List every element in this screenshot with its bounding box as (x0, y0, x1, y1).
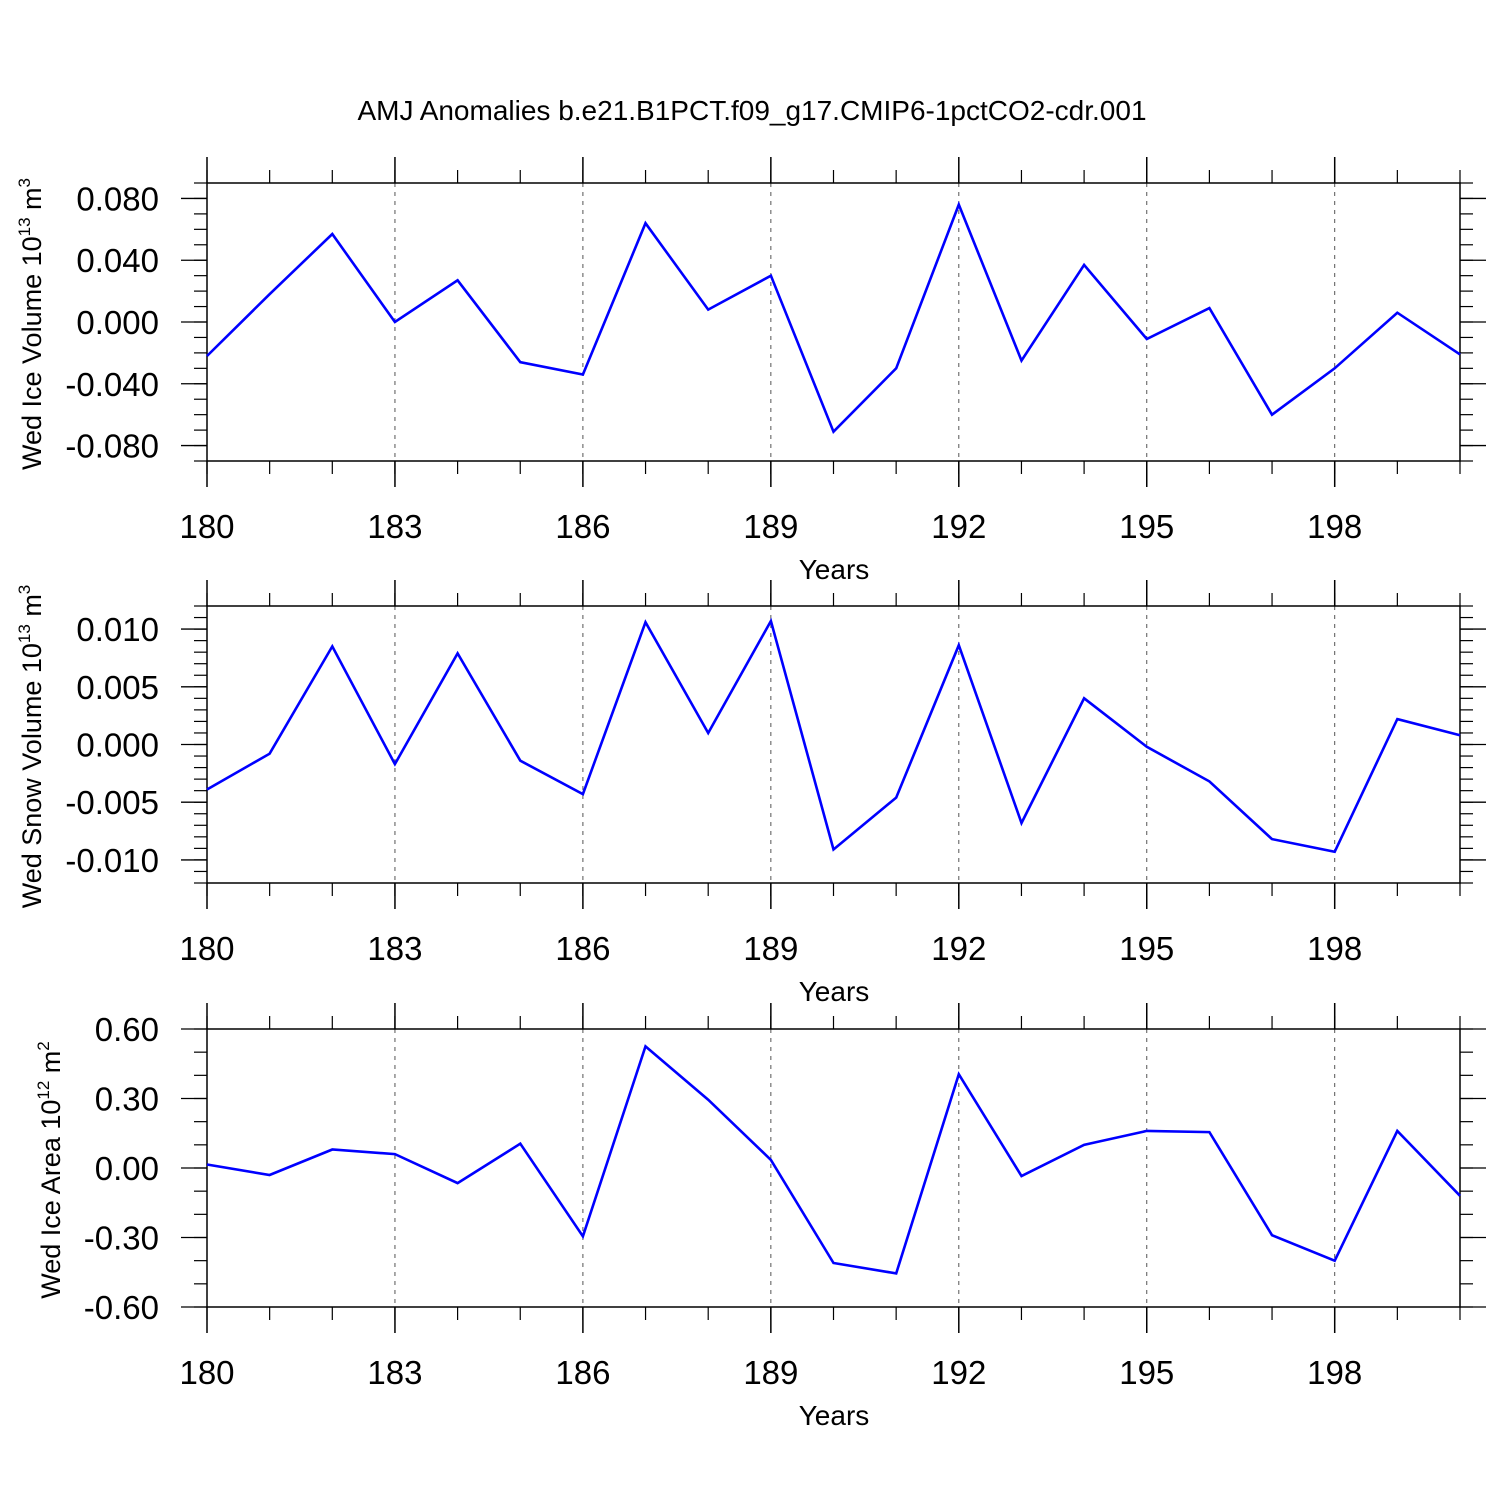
y-axis-label-superscript: 2 (34, 1041, 53, 1050)
y-axis-label-text: m (17, 594, 47, 624)
y-axis-label-superscript: 3 (15, 585, 34, 594)
y-axis-label-text: m (36, 1051, 66, 1081)
x-tick-label: 180 (179, 1354, 234, 1391)
x-tick-label: 192 (931, 1354, 986, 1391)
y-axis-label-text: Wed Ice Volume 10 (17, 236, 47, 470)
y-tick-label: 0.080 (76, 180, 159, 217)
chart-panel-3: 180 183 186 189 192 195 198 0.60 0.30 0.00 -0.30 -0… (34, 1003, 1486, 1431)
y-tick-label: 0.00 (95, 1150, 159, 1187)
y-tick-label: 0.000 (76, 304, 159, 341)
x-axis-label: Years (799, 1400, 870, 1431)
x-tick-label: 186 (555, 508, 610, 545)
y-tick-label: 0.010 (76, 611, 159, 648)
x-axis-label: Years (799, 554, 870, 585)
y-tick-label: 0.040 (76, 242, 159, 279)
x-tick-label: 192 (931, 930, 986, 967)
x-tick-label: 183 (367, 1354, 422, 1391)
x-tick-label: 189 (743, 508, 798, 545)
x-tick-label: 192 (931, 508, 986, 545)
y-axis-label-superscript: 13 (15, 217, 34, 236)
y-axis-label: Wed Ice Area 1012 m2 (34, 1041, 66, 1299)
x-tick-label: 198 (1307, 508, 1362, 545)
series-line (206, 617, 1461, 854)
y-tick-label: -0.005 (65, 784, 159, 821)
series-line (206, 1044, 1461, 1275)
chart-title: AMJ Anomalies b.e21.B1PCT.f09_g17.CMIP6-… (357, 95, 1146, 126)
x-tick-label: 189 (743, 1354, 798, 1391)
x-tick-label: 186 (555, 1354, 610, 1391)
x-tick-label: 189 (743, 930, 798, 967)
x-tick-label: 195 (1119, 508, 1174, 545)
y-tick-label: 0.000 (76, 727, 159, 764)
x-tick-label: 180 (179, 930, 234, 967)
x-tick-label: 186 (555, 930, 610, 967)
y-tick-label: -0.60 (84, 1289, 159, 1326)
chart-panel-1: 180 183 186 189 192 195 198 0.080 0.040 0.000 -0.0… (15, 157, 1486, 585)
y-axis-label-text: m (17, 187, 47, 217)
x-tick-label: 183 (367, 508, 422, 545)
y-tick-label: -0.040 (65, 366, 159, 403)
y-tick-label: 0.005 (76, 669, 159, 706)
x-tick-label: 183 (367, 930, 422, 967)
y-axis-label-superscript: 12 (34, 1081, 53, 1100)
y-axis-label-superscript: 3 (15, 178, 34, 187)
y-axis-label-superscript: 13 (15, 624, 34, 643)
x-axis-label: Years (799, 976, 870, 1007)
x-tick-label: 195 (1119, 1354, 1174, 1391)
y-tick-label: -0.30 (84, 1220, 159, 1257)
panels: 180 183 186 189 192 195 198 0.080 0.040 0.000 -0.0… (15, 157, 1486, 1431)
x-tick-label: 198 (1307, 930, 1362, 967)
y-tick-label: -0.080 (65, 428, 159, 465)
y-tick-label: -0.010 (65, 842, 159, 879)
y-axis-label: Wed Ice Volume 1013 m3 (15, 178, 47, 470)
y-tick-label: 0.30 (95, 1081, 159, 1118)
y-axis-label-text: Wed Ice Area 10 (36, 1100, 66, 1299)
y-tick-label: 0.60 (95, 1011, 159, 1048)
x-tick-label: 180 (179, 508, 234, 545)
y-axis-label: Wed Snow Volume 1013 m3 (15, 585, 47, 909)
y-axis-label-text: Wed Snow Volume 10 (17, 643, 47, 908)
series-line (206, 201, 1461, 435)
x-tick-label: 195 (1119, 930, 1174, 967)
chart-panel-2: 180 183 186 189 192 195 198 0.010 0.005 0.000 -0.0… (15, 580, 1486, 1007)
x-tick-label: 198 (1307, 1354, 1362, 1391)
